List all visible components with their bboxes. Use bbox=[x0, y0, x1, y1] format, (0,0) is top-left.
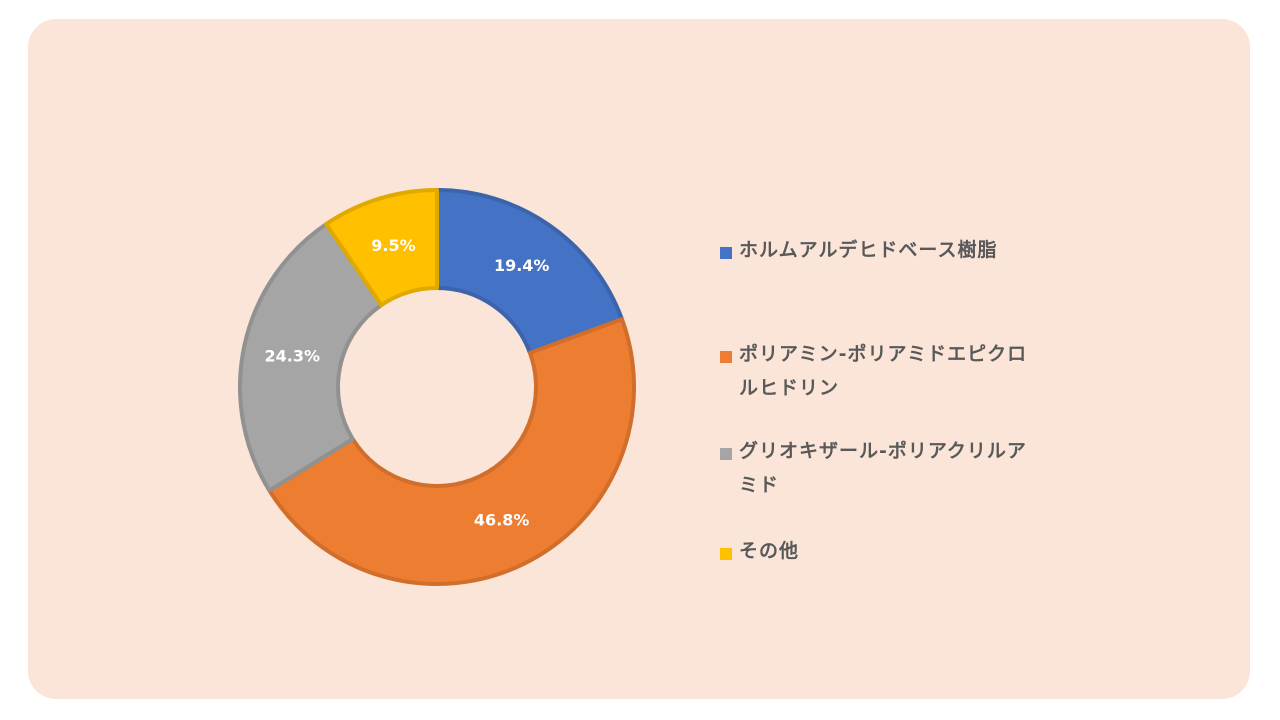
donut-slice-pae[interactable] bbox=[267, 317, 637, 586]
slice-label-other: 9.5% bbox=[371, 236, 415, 255]
slice-label-formaldehyde-resin: 19.4% bbox=[494, 256, 550, 275]
legend-item-other[interactable]: その他 bbox=[720, 540, 1060, 568]
slice-label-gpam: 24.3% bbox=[265, 347, 321, 366]
legend-swatch-pae bbox=[720, 351, 732, 363]
legend-item-formaldehyde-resin[interactable]: ホルムアルデヒドベース樹脂 bbox=[720, 239, 1060, 267]
legend-item-pae[interactable]: ポリアミン-ポリアミドエピクロルヒドリン bbox=[720, 343, 1060, 405]
legend-swatch-gpam bbox=[720, 448, 732, 460]
legend-swatch-other bbox=[720, 548, 732, 560]
legend: ホルムアルデヒドベース樹脂 ポリアミン-ポリアミドエピクロルヒドリン グリオキザ… bbox=[720, 0, 1060, 720]
donut-slice-gpam[interactable] bbox=[238, 222, 384, 493]
legend-label-other: その他 bbox=[739, 540, 800, 562]
legend-swatch-formaldehyde-resin bbox=[720, 247, 732, 259]
legend-label-formaldehyde-resin: ホルムアルデヒドベース樹脂 bbox=[739, 239, 998, 261]
donut-slice-other[interactable] bbox=[324, 188, 439, 308]
slice-label-pae: 46.8% bbox=[474, 511, 530, 530]
legend-label-pae: ポリアミン-ポリアミドエピクロルヒドリン bbox=[739, 343, 1028, 399]
chart-card bbox=[28, 19, 1250, 699]
donut-slice-formaldehyde-resin[interactable] bbox=[435, 188, 624, 355]
donut-slices bbox=[238, 188, 637, 586]
donut-slice-labels: 19.4% 46.8% 24.3% 9.5% bbox=[265, 236, 550, 530]
legend-item-gpam[interactable]: グリオキザール-ポリアクリルアミド bbox=[720, 440, 1060, 502]
legend-label-gpam: グリオキザール-ポリアクリルアミド bbox=[739, 440, 1027, 496]
